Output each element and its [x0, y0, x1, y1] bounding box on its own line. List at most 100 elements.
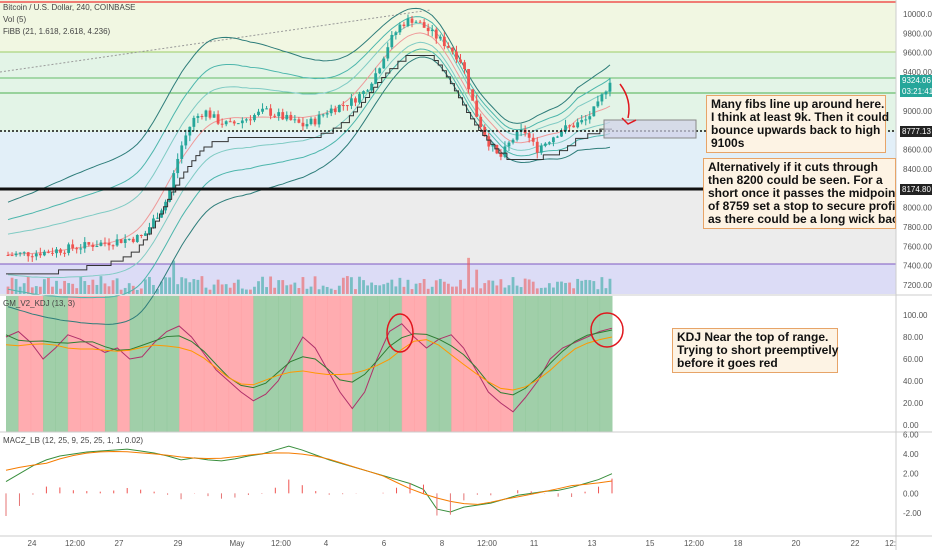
candle-body	[471, 89, 475, 101]
candle-body	[192, 117, 196, 127]
volume-bar	[293, 282, 297, 294]
volume-bar	[79, 276, 83, 294]
note-alt-line-2: then 8200 could be seen. For a	[708, 173, 883, 187]
note-alternative[interactable]: Alternatively if it cuts through then 82…	[703, 158, 896, 229]
volume-bar	[608, 278, 612, 294]
kdj-band	[228, 296, 242, 432]
kdj-circle-1	[386, 313, 414, 353]
candle-body	[604, 91, 608, 95]
candle-body	[216, 114, 220, 124]
time-tick: 6	[382, 539, 387, 548]
volume-bar	[160, 281, 163, 294]
candle-body	[180, 145, 184, 159]
volume-bar	[386, 282, 390, 294]
volume-bar	[362, 280, 365, 294]
candle-body	[422, 22, 426, 28]
time-tick: 13	[588, 539, 597, 548]
volume-bar	[6, 286, 10, 294]
candle-body	[297, 119, 301, 123]
volume-bar	[285, 285, 289, 294]
volume-bar	[139, 288, 143, 294]
volume-bar	[244, 289, 248, 294]
note-fibs[interactable]: Many fibs line up around here. I think a…	[706, 95, 889, 153]
volume-bar	[333, 289, 337, 294]
candle-body	[406, 18, 410, 26]
volume-bar	[91, 279, 95, 294]
volume-bar	[491, 280, 495, 294]
volume-bar	[467, 257, 470, 294]
target-box[interactable]	[603, 119, 697, 139]
candle-body	[552, 137, 555, 143]
volume-bar	[119, 289, 123, 294]
volume-bar	[358, 276, 361, 294]
kdj-band	[463, 296, 477, 432]
volume-bar	[475, 269, 479, 294]
volume-bar	[51, 286, 54, 294]
candle-body	[123, 239, 127, 243]
volume-bar	[156, 289, 159, 294]
kdj-band	[537, 296, 551, 432]
volume-bar	[22, 283, 26, 294]
volume-bar	[38, 286, 42, 294]
candle-body	[556, 136, 559, 138]
note-alt-line-1: Alternatively if it cuts through	[708, 160, 879, 174]
volume-bar	[523, 278, 527, 294]
volume-bar	[115, 278, 119, 294]
note-kdj[interactable]: KDJ Near the top of range. Trying to sho…	[672, 328, 838, 373]
time-tick: 24	[28, 539, 37, 548]
note-fibs-line-3: bounce upwards back to high	[711, 123, 881, 137]
kdj-band	[43, 296, 56, 432]
candle-body	[487, 136, 491, 147]
candle-body	[249, 119, 252, 121]
volume-bar	[164, 277, 167, 294]
kdj-band	[80, 296, 94, 432]
candle-body	[285, 114, 289, 120]
kdj-band	[327, 296, 341, 432]
candle-body	[47, 251, 50, 253]
macz-legend[interactable]: MACZ_LB (12, 25, 9, 25, 25, 1, 1, 0.02)	[3, 436, 144, 445]
candle-body	[293, 119, 297, 121]
volume-bar	[547, 283, 551, 294]
trend-line[interactable]	[0, 9, 431, 73]
candle-body	[438, 36, 442, 39]
volume-bar	[463, 288, 466, 294]
candle-body	[430, 29, 434, 32]
kdj-band	[438, 296, 452, 432]
volume-bar	[228, 287, 232, 294]
time-axis[interactable]: 24 12:00 27 29 May 12:00 4 6 8 12:00 11 13 15 12:00 18…	[28, 539, 896, 548]
candle-body	[543, 143, 547, 146]
candle-body	[580, 120, 584, 123]
volume-bar	[414, 283, 418, 294]
candle-body	[305, 124, 309, 127]
candle-body	[378, 68, 382, 74]
volume-bar	[152, 284, 155, 294]
time-tick: 12:00	[65, 539, 86, 548]
volume-bar	[59, 288, 62, 294]
note-kdj-line-3: before it goes red	[677, 356, 778, 370]
kdj-legend[interactable]: GM_V2_KDJ (13, 3)	[3, 299, 76, 308]
candle-body	[111, 245, 115, 247]
candle-body	[99, 242, 103, 246]
volume-bar	[321, 285, 325, 294]
candle-body	[414, 21, 418, 23]
candle-body	[135, 234, 139, 242]
candle-body	[236, 123, 240, 125]
volume-bar	[47, 277, 50, 294]
volume-bar	[337, 285, 341, 294]
note-fibs-line-4: 9100s	[711, 136, 745, 150]
volume-bar	[305, 288, 309, 294]
candle-body	[531, 137, 535, 142]
fibb-legend[interactable]: FiBB (21, 1.618, 2.618, 4.236)	[3, 27, 111, 36]
volume-bar	[394, 286, 398, 294]
candle-body	[273, 115, 277, 117]
candle-body	[600, 94, 604, 102]
volume-bar	[107, 286, 111, 294]
candle-body	[103, 242, 107, 244]
volume-bar	[265, 287, 268, 294]
volume-legend[interactable]: Vol (5)	[3, 15, 27, 24]
volume-bar	[55, 280, 58, 294]
macz-tick: 2.00	[903, 470, 919, 479]
volume-bar	[180, 277, 184, 294]
volume-bar	[535, 288, 539, 294]
